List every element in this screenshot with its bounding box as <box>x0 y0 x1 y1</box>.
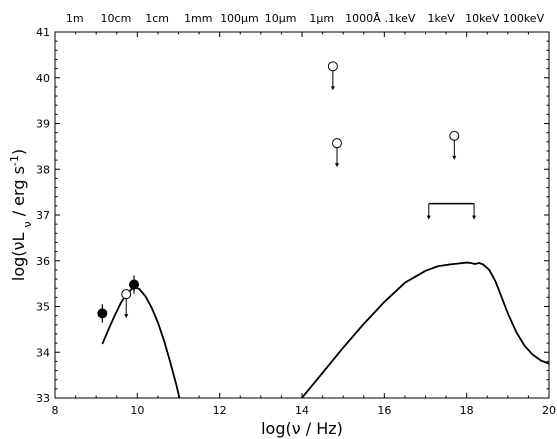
upper-limit-point <box>449 130 460 141</box>
y-axis-label-units: / erg s <box>9 166 28 221</box>
detection-point <box>97 308 108 319</box>
top-axis-label: .1keV <box>385 12 416 25</box>
top-axis-label: 1m <box>66 12 84 25</box>
y-axis-label-close: ) <box>9 149 28 155</box>
upper-limit-arrowhead <box>472 215 477 220</box>
y-axis-label-main: log(νL <box>9 233 28 282</box>
top-axis-labels: 1m 10cm 1cm 1mm 100μm 10μm 1μm 1000Å .1keV 1keV 10… <box>66 12 545 25</box>
upper-limit-arrowhead <box>124 314 129 319</box>
x-tick-label: 10 <box>130 404 144 417</box>
x-tick-label: 14 <box>295 404 309 417</box>
upper-limit-point <box>121 289 132 300</box>
model-curve <box>101 286 181 398</box>
y-tick-label: 37 <box>36 209 50 222</box>
model-curve <box>300 261 549 398</box>
y-tick-label: 41 <box>36 26 50 39</box>
y-tick-label: 38 <box>36 163 50 176</box>
y-tick-label: 36 <box>36 255 50 268</box>
y-axis-label: log(νL ν / erg s-1) <box>8 149 34 281</box>
x-tick-label: 8 <box>52 404 59 417</box>
top-axis-label: 10μm <box>265 12 297 25</box>
x-tick-label: 20 <box>542 404 556 417</box>
x-tick-label: 12 <box>213 404 227 417</box>
upper-limit-arrowhead <box>452 155 457 160</box>
axis-ticks: 8 10 12 14 16 18 20 33 34 35 36 37 38 39 40 41 <box>36 26 556 417</box>
y-tick-label: 33 <box>36 392 50 405</box>
y-tick-label: 40 <box>36 72 50 85</box>
upper-limit-arrowhead <box>426 215 431 220</box>
y-tick-label: 39 <box>36 118 50 131</box>
top-axis-label: 1mm <box>184 12 212 25</box>
top-axis-label: 100keV <box>503 12 545 25</box>
top-axis-label: 100μm <box>220 12 259 25</box>
top-axis-label: 1cm <box>145 12 169 25</box>
x-tick-label: 16 <box>377 404 391 417</box>
y-axis-label-superscript: -1 <box>8 155 21 166</box>
plot-frame <box>54 31 550 399</box>
top-axis-label: 10keV <box>465 12 500 25</box>
x-axis-label: log(ν / Hz) <box>261 419 343 438</box>
y-tick-label: 34 <box>36 346 50 359</box>
plot-area <box>97 61 549 398</box>
top-axis-label: 1keV <box>428 12 456 25</box>
upper-limit-point <box>331 138 342 149</box>
x-tick-label: 18 <box>460 404 474 417</box>
top-axis-label: 1000Å <box>345 12 381 25</box>
upper-limit-point <box>327 61 338 72</box>
model-curves <box>101 261 549 398</box>
top-axis-label: 10cm <box>101 12 132 25</box>
data-markers <box>97 61 477 323</box>
y-tick-label: 35 <box>36 301 50 314</box>
upper-limit-arrowhead <box>330 86 335 91</box>
detection-point <box>129 279 140 290</box>
top-axis-label: 1μm <box>309 12 334 25</box>
y-axis-label-subscript: ν <box>21 221 34 227</box>
upper-limit-arrowhead <box>334 163 339 168</box>
